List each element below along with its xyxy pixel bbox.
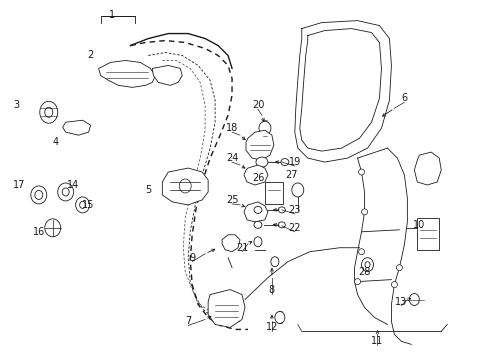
- Polygon shape: [152, 66, 182, 85]
- Text: 13: 13: [394, 297, 407, 306]
- Ellipse shape: [62, 188, 69, 196]
- Ellipse shape: [76, 197, 89, 213]
- Ellipse shape: [278, 207, 285, 213]
- Text: 23: 23: [288, 205, 301, 215]
- Ellipse shape: [361, 258, 373, 272]
- Ellipse shape: [253, 237, 262, 247]
- Text: 25: 25: [225, 195, 238, 205]
- Ellipse shape: [35, 190, 42, 199]
- Text: 8: 8: [268, 284, 274, 294]
- Text: 28: 28: [358, 267, 370, 276]
- Text: 4: 4: [53, 137, 59, 147]
- Polygon shape: [222, 235, 240, 252]
- Text: 5: 5: [145, 185, 151, 195]
- Ellipse shape: [364, 262, 369, 268]
- Text: 10: 10: [412, 220, 425, 230]
- Text: 14: 14: [66, 180, 79, 190]
- Bar: [264, 182, 282, 204]
- Polygon shape: [162, 168, 208, 205]
- Circle shape: [354, 279, 360, 285]
- Circle shape: [396, 265, 402, 271]
- Text: 7: 7: [185, 316, 191, 327]
- Polygon shape: [244, 202, 267, 222]
- Ellipse shape: [255, 157, 267, 167]
- Ellipse shape: [280, 159, 288, 166]
- Circle shape: [358, 249, 364, 255]
- Ellipse shape: [278, 222, 285, 228]
- Circle shape: [361, 209, 367, 215]
- Text: 21: 21: [235, 243, 248, 253]
- Ellipse shape: [253, 206, 262, 213]
- Text: 17: 17: [13, 180, 25, 190]
- Polygon shape: [245, 130, 273, 160]
- Ellipse shape: [259, 121, 270, 135]
- Ellipse shape: [291, 183, 303, 197]
- Circle shape: [358, 169, 364, 175]
- Polygon shape: [99, 60, 155, 87]
- Polygon shape: [208, 289, 244, 328]
- Ellipse shape: [408, 293, 419, 306]
- Text: 26: 26: [251, 173, 264, 183]
- Polygon shape: [413, 152, 440, 185]
- Ellipse shape: [40, 101, 58, 123]
- Ellipse shape: [31, 186, 47, 204]
- Ellipse shape: [45, 219, 61, 237]
- Text: 18: 18: [225, 123, 238, 133]
- Text: 24: 24: [225, 153, 238, 163]
- Text: 27: 27: [285, 170, 298, 180]
- Ellipse shape: [58, 183, 74, 201]
- Ellipse shape: [274, 311, 285, 323]
- Text: 20: 20: [251, 100, 264, 110]
- Text: 9: 9: [189, 253, 195, 263]
- Polygon shape: [62, 120, 90, 135]
- Text: 11: 11: [370, 336, 383, 346]
- Ellipse shape: [270, 257, 278, 267]
- Ellipse shape: [45, 107, 53, 117]
- Polygon shape: [244, 165, 267, 185]
- Text: 12: 12: [265, 323, 278, 332]
- Text: 6: 6: [401, 93, 407, 103]
- Text: 19: 19: [288, 157, 300, 167]
- Text: 3: 3: [13, 100, 19, 110]
- Text: 2: 2: [87, 50, 94, 60]
- Ellipse shape: [253, 221, 262, 228]
- Text: 1: 1: [109, 10, 115, 20]
- Text: 15: 15: [82, 200, 95, 210]
- Circle shape: [390, 282, 397, 288]
- Ellipse shape: [80, 201, 85, 208]
- Text: 16: 16: [33, 227, 45, 237]
- Bar: [416, 218, 438, 250]
- Text: 22: 22: [288, 223, 301, 233]
